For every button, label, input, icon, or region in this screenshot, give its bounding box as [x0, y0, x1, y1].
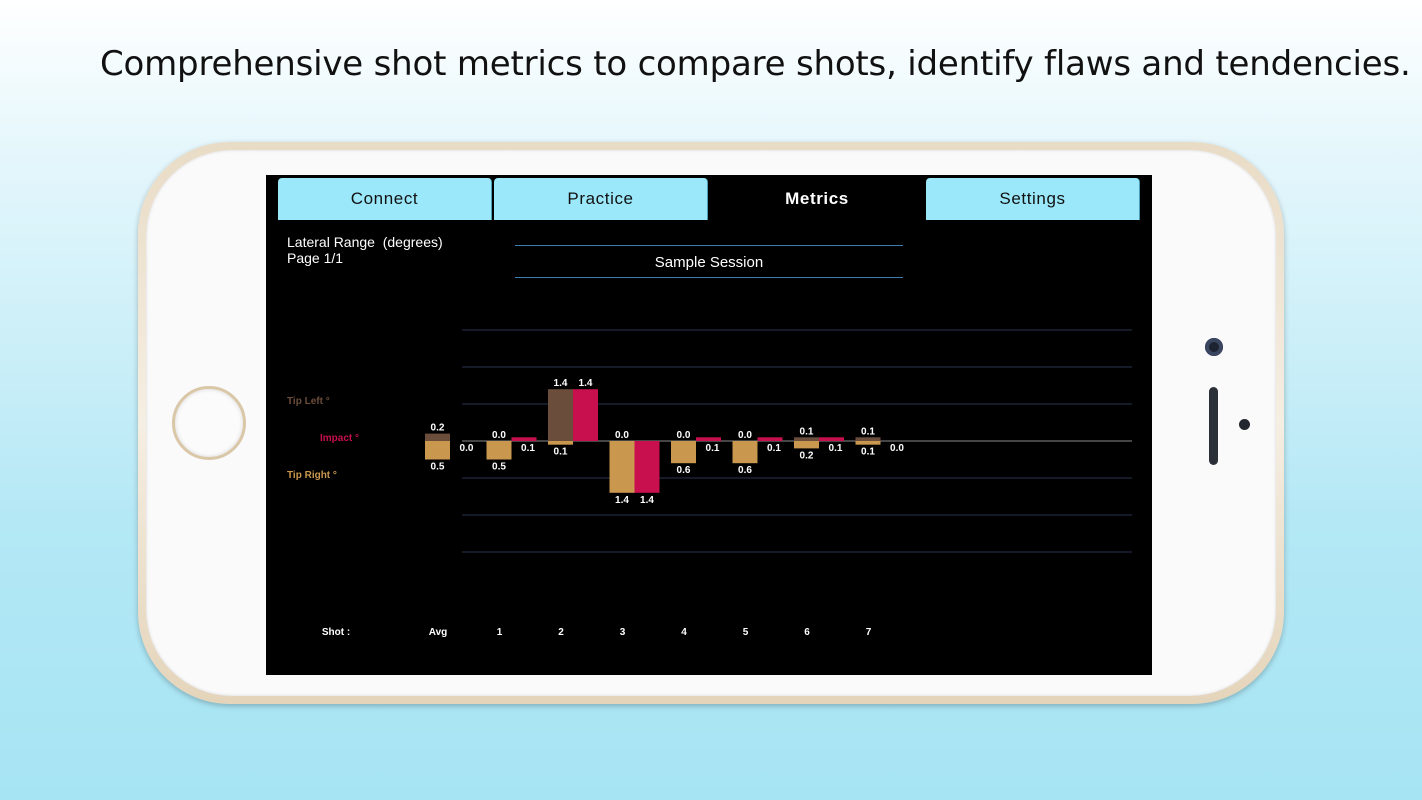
bar-tip-left — [794, 437, 819, 441]
bar-tip-right — [486, 441, 512, 460]
bar-tip-right — [794, 441, 819, 449]
bar-impact — [819, 437, 844, 441]
lateral-range-chart: 0.2 0.5 0.0 0.0 0.5 0.1 1.4 0.1 1.4 0.0 1.4 1.4 0.0 0… — [425, 329, 1132, 553]
label-tip-left: 0.0 — [677, 430, 691, 441]
shot-label[interactable]: 3 — [619, 627, 626, 638]
bar-tip-right — [671, 441, 696, 464]
label-tip-left: 1.4 — [554, 378, 568, 389]
bar-impact — [757, 437, 783, 441]
shot-label[interactable]: 5 — [742, 627, 749, 638]
bar-tip-left — [855, 437, 881, 441]
bar-impact — [573, 389, 598, 441]
tab-settings[interactable]: Settings — [926, 178, 1140, 220]
shot-axis-label: Shot : — [321, 627, 351, 638]
legend-impact: Impact ° — [320, 433, 360, 444]
shot-label[interactable]: 6 — [804, 627, 810, 638]
label-impact: 0.1 — [767, 443, 781, 454]
metric-title: Lateral Range (degrees) — [287, 234, 443, 250]
session-name[interactable]: Sample Session — [654, 254, 764, 271]
legend-tip-right: Tip Right ° — [287, 470, 337, 481]
bar-impact — [696, 437, 721, 441]
headline: Comprehensive shot metrics to compare sh… — [100, 44, 1411, 84]
session-divider-top — [515, 245, 903, 246]
label-impact: 0.0 — [890, 443, 904, 454]
bar-tip-right — [732, 441, 758, 464]
label-impact: 0.0 — [460, 443, 474, 454]
label-tip-right: 0.5 — [431, 462, 445, 473]
label-impact: 0.1 — [706, 443, 720, 454]
label-tip-left: 0.0 — [615, 430, 629, 441]
front-camera-icon — [1205, 338, 1223, 356]
app-screen: Connect Practice Metrics Settings Latera… — [266, 175, 1152, 675]
home-button[interactable] — [172, 386, 246, 460]
bar-impact — [511, 437, 537, 441]
label-tip-right: 0.5 — [492, 462, 506, 473]
label-tip-right: 0.1 — [554, 447, 568, 458]
bar-tip-right — [425, 441, 450, 460]
label-tip-right: 1.4 — [615, 495, 629, 506]
bar-tip-right — [609, 441, 635, 493]
label-tip-right: 0.1 — [861, 447, 875, 458]
label-impact: 1.4 — [579, 378, 593, 389]
tab-metrics[interactable]: Metrics — [710, 178, 924, 220]
bar-impact — [634, 441, 660, 493]
label-impact: 1.4 — [640, 495, 654, 506]
session-divider-bottom — [515, 277, 903, 278]
shot-label[interactable]: 2 — [558, 627, 564, 638]
legend-tip-left: Tip Left ° — [287, 396, 330, 407]
bar-tip-right — [855, 441, 881, 445]
metric-info: Lateral Range (degrees) Page 1/1 — [287, 234, 443, 266]
label-tip-left: 0.0 — [492, 430, 506, 441]
tab-practice[interactable]: Practice — [494, 178, 708, 220]
shot-label[interactable]: 7 — [865, 627, 872, 638]
tab-connect[interactable]: Connect — [278, 178, 492, 220]
label-tip-right: 0.6 — [677, 465, 691, 476]
shot-label[interactable]: 1 — [496, 627, 503, 638]
bar-tip-left — [425, 433, 450, 441]
label-impact: 0.1 — [829, 443, 843, 454]
label-tip-left: 0.1 — [800, 426, 814, 437]
tab-bar: Connect Practice Metrics Settings — [278, 178, 1140, 220]
speaker-grille — [1209, 387, 1218, 465]
proximity-sensor — [1239, 419, 1250, 430]
bar-tip-left — [548, 389, 573, 441]
shot-label[interactable]: 4 — [681, 627, 687, 638]
label-tip-right: 0.2 — [800, 450, 814, 461]
label-tip-right: 0.6 — [738, 465, 752, 476]
shot-label[interactable]: Avg — [428, 627, 448, 638]
label-tip-left: 0.1 — [861, 426, 875, 437]
page-indicator: Page 1/1 — [287, 250, 344, 266]
label-tip-left: 0.2 — [431, 423, 445, 434]
bar-tip-right — [548, 441, 573, 445]
label-tip-left: 0.0 — [738, 430, 752, 441]
label-impact: 0.1 — [521, 443, 535, 454]
